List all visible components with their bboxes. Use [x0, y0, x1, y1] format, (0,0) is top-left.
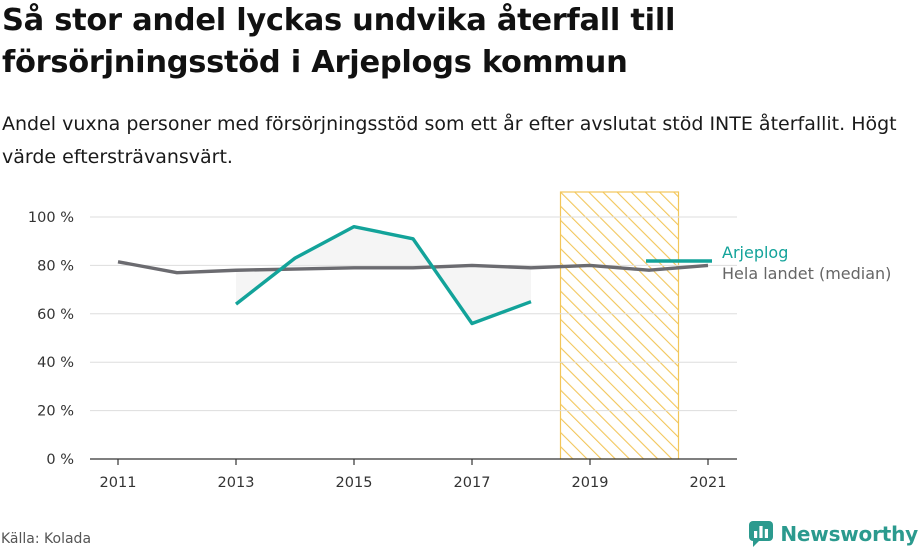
series-lines [117, 224, 709, 326]
x-tick-label: 2015 [336, 475, 373, 491]
y-tick-label: 0 % [46, 452, 74, 468]
legend-label-arjeplog: Arjeplog [722, 243, 788, 262]
y-tick-label: 20 % [37, 404, 74, 420]
x-tick-labels: 2011 2013 2015 2017 2019 2021 [100, 475, 727, 491]
x-tick-label: 2021 [690, 475, 727, 491]
bar-chart-bubble-icon [749, 521, 774, 547]
arjeplog-vs-median-band [236, 226, 531, 324]
forecast-hatched-rect [559, 191, 680, 460]
y-tick-label: 100 % [28, 210, 74, 226]
brand-logo: Newsworthy [748, 520, 918, 548]
source-note: Källa: Kolada [1, 531, 92, 547]
legend: Arjeplog Hela landet (median) [646, 243, 891, 283]
gridlines [90, 216, 737, 412]
y-tick-label: 60 % [37, 307, 74, 323]
chart-title: Så stor andel lyckas undvika återfall ti… [2, 3, 676, 80]
forecast-area [559, 191, 680, 460]
y-tick-label: 80 % [37, 258, 74, 274]
x-tick-label: 2013 [218, 475, 255, 491]
series-line-hela-landet-median [117, 260, 709, 275]
x-tick-label: 2011 [100, 475, 137, 491]
x-tick-label: 2017 [454, 475, 491, 491]
legend-label-median: Hela landet (median) [722, 264, 891, 283]
y-tick-label: 40 % [37, 355, 74, 371]
series-line-arjeplog [234, 224, 532, 326]
brand-name: Newsworthy [780, 522, 918, 546]
x-axis [90, 458, 737, 465]
y-tick-labels: 0 % 20 % 40 % 60 % 80 % 100 % [28, 210, 74, 468]
x-tick-label: 2019 [572, 475, 609, 491]
difference-band [236, 226, 531, 324]
chart-subtitle: Andel vuxna personer med försörjningsstö… [2, 113, 897, 168]
